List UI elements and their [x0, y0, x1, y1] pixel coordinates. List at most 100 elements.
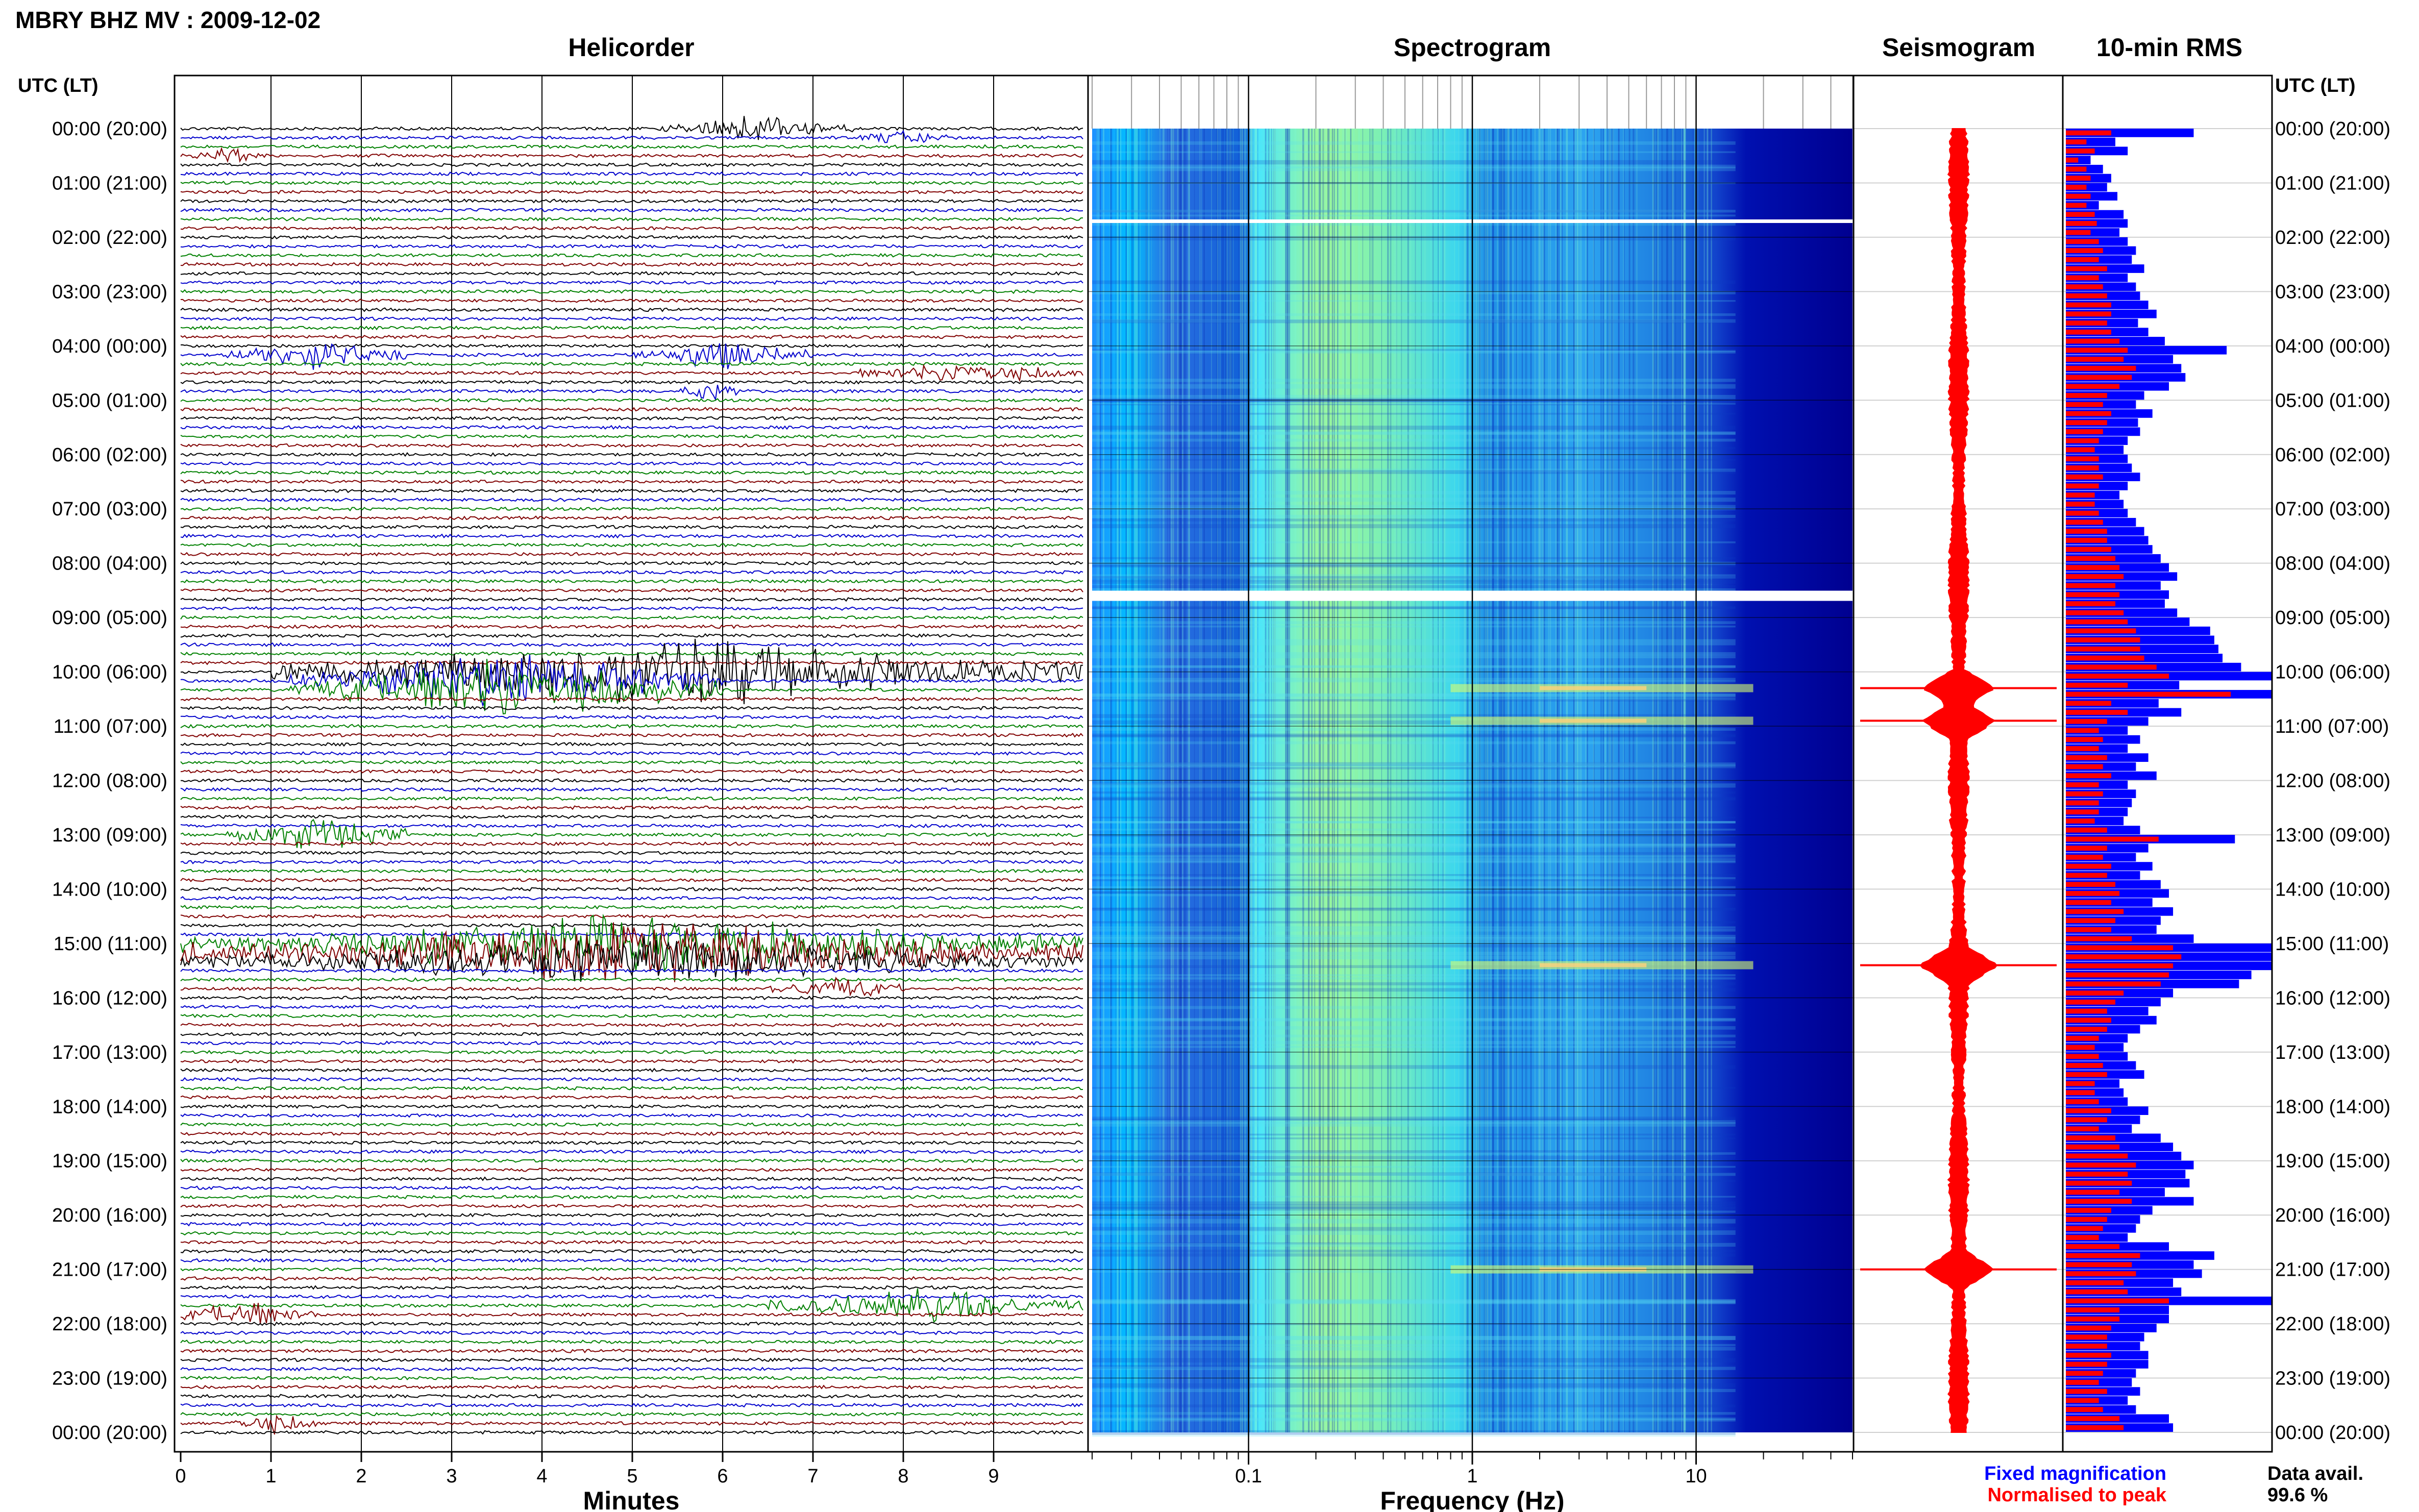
- rms-title: 10-min RMS: [2096, 33, 2242, 62]
- helicorder-trace-row: [180, 226, 1083, 231]
- rms-normalised-bar: [2066, 420, 2107, 426]
- rms-normalised-bar: [2066, 1099, 2099, 1104]
- helicorder-trace-row: [180, 434, 1083, 439]
- helicorder-title: Helicorder: [568, 33, 694, 62]
- helicorder-trace-row: [180, 905, 1083, 910]
- rms-normalised-bar: [2066, 1416, 2120, 1421]
- helicorder-trace-row: [180, 1294, 1083, 1299]
- helicorder-trace-row: [180, 579, 1083, 584]
- time-label-right: 23:00 (19:00): [2275, 1368, 2390, 1390]
- helicorder-trace-row: [180, 384, 1083, 402]
- rms-normalised-bar: [2066, 438, 2099, 443]
- time-label-right: 06:00 (02:00): [2275, 444, 2390, 466]
- rms-normalised-bar: [2066, 999, 2115, 1005]
- rms-normalised-bar: [2066, 1361, 2107, 1367]
- helicorder-trace-row: [180, 968, 1083, 973]
- spectrogram-xlabel: Frequency (Hz): [1380, 1486, 1564, 1512]
- time-label-left: 19:00 (15:00): [52, 1151, 167, 1172]
- helicorder-trace-row: [180, 199, 1083, 204]
- rms-normalised-bar: [2066, 800, 2099, 806]
- helicorder-trace-row: [180, 751, 1083, 756]
- helicorder-trace-row: [180, 1231, 1083, 1236]
- helicorder-trace-row: [180, 325, 1083, 331]
- helicorder-trace-row: [180, 116, 1083, 140]
- left-time-labels: 00:00 (20:00) 01:00 (21:00) 02:00 (22:00) 0…: [52, 118, 167, 1444]
- rms-normalised-bar: [2066, 537, 2107, 543]
- rms-normalised-bar: [2066, 230, 2091, 235]
- helicorder-trace-row: [180, 1321, 1083, 1326]
- helicorder-trace-row: [180, 1040, 1083, 1046]
- rms-normalised-bar: [2066, 592, 2120, 598]
- time-label-left: 04:00 (00:00): [52, 336, 167, 357]
- rms-normalised-bar: [2066, 139, 2087, 145]
- rms-normalised-bar: [2066, 248, 2103, 253]
- helicorder-trace-row: [180, 1384, 1083, 1390]
- rms-normalised-bar: [2066, 1425, 2124, 1430]
- rms-normalised-bar: [2066, 764, 2103, 770]
- helicorder-trace-row: [180, 1194, 1083, 1200]
- helicorder-trace-row: [180, 1375, 1083, 1381]
- helicorder-trace-row: [180, 515, 1083, 520]
- rms-normalised-bar: [2066, 601, 2115, 606]
- spectrogram-xtick-label: 10: [1685, 1466, 1707, 1487]
- helicorder-trace-row: [180, 407, 1083, 412]
- helicorder-trace-row: [180, 935, 1083, 982]
- helicorder-trace-row: [180, 497, 1083, 503]
- time-label-left: 16:00 (12:00): [52, 987, 167, 1009]
- helicorder-trace-row: [180, 732, 1083, 738]
- time-label-right: 20:00 (16:00): [2275, 1205, 2390, 1226]
- helicorder-trace-row: [180, 1357, 1083, 1362]
- seismogram-panel: [1853, 75, 2064, 1453]
- rms-normalised-bar: [2066, 655, 2144, 661]
- time-label-right: 19:00 (15:00): [2275, 1151, 2390, 1172]
- helicorder-trace-row: [180, 1249, 1083, 1254]
- time-label-right: 10:00 (06:00): [2275, 662, 2390, 683]
- rms-normalised-bar: [2066, 1298, 2169, 1304]
- rms-normalised-bar: [2066, 375, 2132, 380]
- helicorder-trace-row: [180, 606, 1083, 611]
- time-label-right: 09:00 (05:00): [2275, 607, 2390, 629]
- rms-normalised-bar: [2066, 1352, 2111, 1358]
- helicorder-trace-row: [180, 524, 1083, 530]
- rms-normalised-bar: [2066, 1090, 2095, 1096]
- helicorder-trace-row: [180, 1104, 1083, 1109]
- helicorder-trace-row: [180, 878, 1083, 883]
- helicorder-trace-row: [180, 130, 1083, 143]
- rms-normalised-bar: [2066, 1054, 2099, 1059]
- rms-normalised-bar: [2066, 710, 2128, 715]
- time-label-left: 17:00 (13:00): [52, 1042, 167, 1063]
- rms-normalised-bar: [2066, 456, 2099, 462]
- helicorder-trace-row: [180, 506, 1083, 512]
- helicorder-xtick-label: 6: [717, 1466, 728, 1487]
- data-availability-label: Data avail.: [2267, 1463, 2363, 1484]
- helicorder-trace-row: [180, 1330, 1083, 1335]
- helicorder-trace-row: [180, 1004, 1083, 1009]
- time-label-left: 12:00 (08:00): [52, 771, 167, 792]
- helicorder-xtick-label: 5: [627, 1466, 637, 1487]
- helicorder-trace-row: [180, 162, 1083, 167]
- rms-normalised-bar: [2066, 402, 2103, 407]
- time-label-left: 11:00 (07:00): [54, 716, 167, 737]
- helicorder-trace-row: [180, 1176, 1083, 1181]
- helicorder-trace-row: [180, 1122, 1083, 1127]
- time-label-right: 13:00 (09:00): [2275, 825, 2390, 846]
- helicorder-panel: 0 1 2 3 4 5 6 7 8 9: [174, 75, 1089, 1487]
- helicorder-trace-row: [180, 819, 1083, 849]
- helicorder-trace-row: [180, 364, 1083, 382]
- helicorder-trace-row: [180, 1086, 1083, 1091]
- helicorder-trace-row: [180, 552, 1083, 557]
- rms-normalised-bar: [2066, 819, 2095, 824]
- helicorder-trace-row: [180, 146, 1083, 163]
- helicorder-trace-row: [180, 706, 1083, 711]
- rms-normalised-bar: [2066, 357, 2124, 362]
- time-label-right: 11:00 (07:00): [2275, 716, 2389, 737]
- rms-normalised-bar: [2066, 619, 2128, 625]
- rms-normalised-bar: [2066, 1262, 2132, 1268]
- rms-normalised-bar: [2066, 945, 2174, 951]
- rms-normalised-bar: [2066, 1334, 2107, 1340]
- rms-normalised-bar: [2066, 275, 2099, 281]
- helicorder-trace-row: [180, 1113, 1083, 1118]
- rms-normalised-bar: [2066, 1407, 2103, 1412]
- helicorder-trace-row: [180, 216, 1083, 222]
